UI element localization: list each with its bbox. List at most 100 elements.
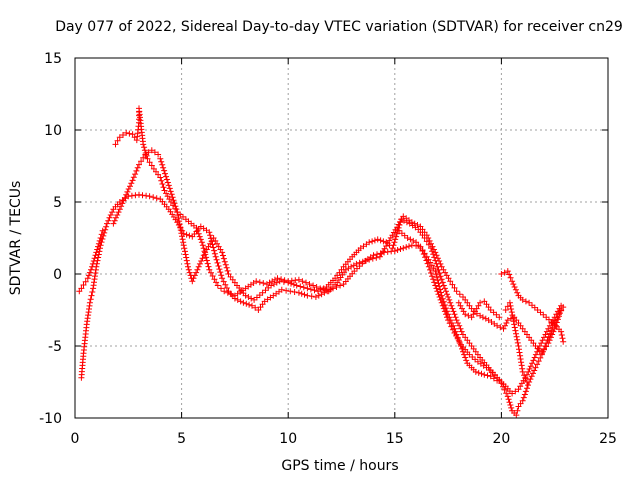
data-point — [542, 343, 549, 349]
data-point — [210, 244, 217, 251]
data-point — [300, 284, 307, 291]
data-point — [512, 388, 519, 395]
data-point — [547, 330, 553, 337]
data-point — [121, 194, 128, 201]
data-point — [88, 266, 94, 273]
data-point — [507, 274, 514, 281]
data-point — [507, 402, 514, 408]
data-point — [248, 295, 255, 302]
data-point — [400, 245, 407, 252]
data-point — [397, 246, 404, 252]
data-point — [186, 232, 193, 239]
data-point — [509, 390, 516, 397]
data-point — [558, 332, 565, 338]
data-point — [374, 236, 381, 243]
data-point — [109, 209, 116, 216]
plot-frame — [74, 57, 609, 419]
data-point — [158, 177, 165, 184]
data-point — [82, 278, 89, 285]
data-point — [435, 291, 442, 298]
data-point — [220, 252, 226, 259]
data-point — [425, 263, 432, 270]
data-point — [220, 255, 227, 262]
data-point — [317, 285, 324, 292]
data-point — [177, 227, 184, 234]
data-point — [167, 199, 174, 205]
data-point — [510, 318, 517, 325]
data-point — [436, 294, 443, 300]
grid-lines — [75, 58, 608, 418]
data-point — [457, 325, 464, 332]
data-point — [155, 151, 162, 158]
data-point — [214, 282, 221, 289]
data-point — [439, 302, 446, 309]
data-point — [304, 285, 311, 292]
data-point — [290, 281, 297, 288]
data-point — [532, 351, 539, 358]
data-point — [103, 223, 110, 230]
data-point — [148, 147, 155, 154]
data-point — [504, 317, 511, 324]
data-point — [359, 258, 366, 265]
data-point — [91, 255, 98, 262]
data-point — [196, 233, 203, 240]
data-point — [432, 268, 439, 275]
data-point — [438, 276, 445, 283]
data-point — [208, 269, 214, 276]
data-point — [199, 255, 206, 262]
data-point — [143, 152, 150, 159]
x-tick-label: 20 — [492, 431, 510, 447]
data-point — [203, 254, 210, 261]
data-point — [182, 251, 189, 258]
data-point — [353, 260, 360, 267]
data-point — [157, 174, 164, 181]
data-point — [433, 252, 440, 259]
y-tick-label: 0 — [53, 267, 62, 283]
data-point — [320, 286, 326, 293]
data-point — [530, 370, 536, 377]
data-point — [522, 388, 529, 395]
data-point — [531, 367, 538, 374]
data-point — [88, 292, 95, 299]
data-point — [524, 379, 530, 385]
data-point — [528, 373, 535, 380]
data-point — [203, 257, 210, 264]
data-point — [520, 394, 527, 401]
data-point — [518, 359, 525, 366]
data-point — [193, 269, 200, 276]
data-point — [519, 296, 526, 303]
data-point — [182, 248, 188, 255]
data-point — [454, 320, 461, 326]
data-point — [363, 257, 369, 264]
data-point — [310, 282, 317, 289]
data-point — [94, 246, 101, 253]
data-point — [463, 357, 470, 364]
data-point — [287, 288, 294, 295]
data-point — [214, 259, 221, 266]
y-tick-labels: -10 -5 0 5 10 15 — [39, 51, 62, 427]
data-point — [389, 245, 396, 252]
data-point — [407, 236, 414, 243]
data-point — [456, 322, 463, 329]
data-point — [222, 261, 229, 268]
data-point — [438, 299, 445, 306]
data-point — [514, 289, 521, 296]
data-point — [446, 296, 453, 303]
data-point — [448, 302, 455, 309]
data-point — [380, 238, 387, 245]
data-point — [106, 214, 113, 221]
data-point — [133, 167, 140, 174]
data-point — [198, 239, 205, 246]
data-point — [510, 281, 517, 288]
data-point — [498, 271, 505, 277]
data-point — [451, 284, 458, 291]
data-point — [524, 385, 530, 392]
data-point — [120, 197, 127, 204]
data-point — [195, 263, 202, 270]
data-point — [283, 287, 290, 294]
data-point — [369, 238, 376, 245]
data-point — [198, 258, 205, 264]
data-point — [345, 265, 352, 272]
data-point — [95, 240, 102, 247]
data-point — [441, 285, 448, 292]
